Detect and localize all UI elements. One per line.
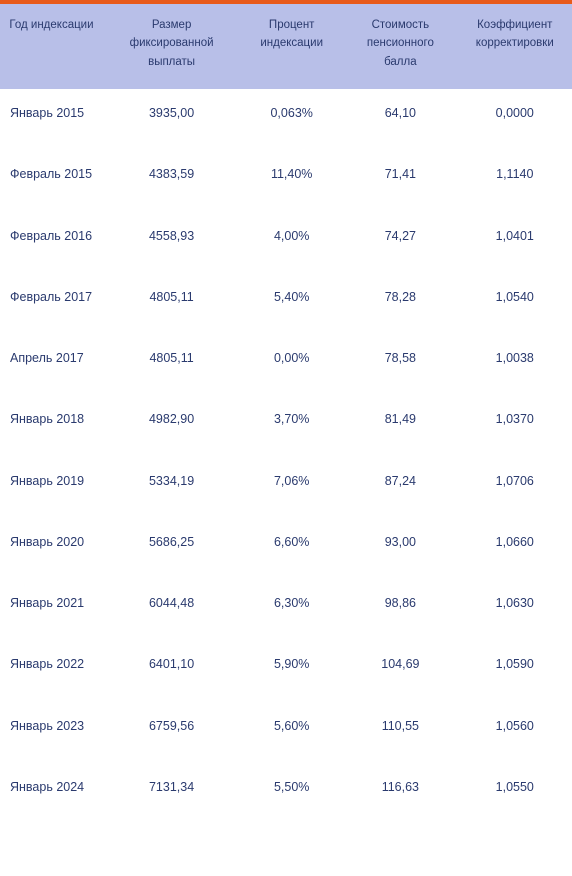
cell-pct: 5,40%: [240, 273, 343, 334]
table-header-row: Год индексации Размер фиксированной выпл…: [0, 4, 572, 89]
cell-fixed: 4805,11: [103, 273, 240, 334]
cell-fixed: 4558,93: [103, 212, 240, 273]
cell-point: 110,55: [343, 702, 457, 763]
cell-fixed: 5686,25: [103, 518, 240, 579]
cell-pct: 7,06%: [240, 457, 343, 518]
cell-period: Январь 2022: [0, 640, 103, 701]
cell-point: 81,49: [343, 395, 457, 456]
cell-period: Январь 2024: [0, 763, 103, 824]
cell-coef: 1,0370: [458, 395, 572, 456]
cell-coef: 1,0660: [458, 518, 572, 579]
cell-pct: 6,30%: [240, 579, 343, 640]
cell-period: Февраль 2015: [0, 150, 103, 211]
cell-fixed: 6044,48: [103, 579, 240, 640]
cell-pct: 4,00%: [240, 212, 343, 273]
cell-coef: 1,1140: [458, 150, 572, 211]
col-header-pct: Процент индексации: [240, 4, 343, 89]
cell-pct: 6,60%: [240, 518, 343, 579]
cell-fixed: 4982,90: [103, 395, 240, 456]
cell-coef: 1,0706: [458, 457, 572, 518]
cell-pct: 5,90%: [240, 640, 343, 701]
cell-point: 71,41: [343, 150, 457, 211]
cell-point: 87,24: [343, 457, 457, 518]
cell-coef: 1,0550: [458, 763, 572, 824]
cell-pct: 5,50%: [240, 763, 343, 824]
cell-pct: 11,40%: [240, 150, 343, 211]
indexation-table: Год индексации Размер фиксированной выпл…: [0, 4, 572, 824]
table-row: Январь 20184982,903,70%81,491,0370: [0, 395, 572, 456]
cell-point: 104,69: [343, 640, 457, 701]
col-header-coef: Коэффициент корректировки: [458, 4, 572, 89]
cell-period: Январь 2015: [0, 89, 103, 150]
cell-point: 74,27: [343, 212, 457, 273]
cell-fixed: 4805,11: [103, 334, 240, 395]
cell-coef: 0,0000: [458, 89, 572, 150]
cell-pct: 0,063%: [240, 89, 343, 150]
table-body: Январь 20153935,000,063%64,100,0000Февра…: [0, 89, 572, 824]
cell-point: 78,28: [343, 273, 457, 334]
cell-period: Февраль 2016: [0, 212, 103, 273]
cell-pct: 3,70%: [240, 395, 343, 456]
table-row: Январь 20236759,565,60%110,551,0560: [0, 702, 572, 763]
cell-period: Январь 2020: [0, 518, 103, 579]
col-header-year: Год индексации: [0, 4, 103, 89]
cell-coef: 1,0401: [458, 212, 572, 273]
cell-pct: 0,00%: [240, 334, 343, 395]
cell-point: 93,00: [343, 518, 457, 579]
cell-period: Апрель 2017: [0, 334, 103, 395]
cell-fixed: 4383,59: [103, 150, 240, 211]
cell-coef: 1,0560: [458, 702, 572, 763]
cell-point: 116,63: [343, 763, 457, 824]
cell-fixed: 5334,19: [103, 457, 240, 518]
table-row: Январь 20195334,197,06%87,241,0706: [0, 457, 572, 518]
cell-period: Январь 2018: [0, 395, 103, 456]
cell-period: Январь 2019: [0, 457, 103, 518]
col-header-fixed: Размер фиксированной выплаты: [103, 4, 240, 89]
cell-fixed: 6401,10: [103, 640, 240, 701]
table-row: Январь 20153935,000,063%64,100,0000: [0, 89, 572, 150]
cell-fixed: 7131,34: [103, 763, 240, 824]
cell-point: 64,10: [343, 89, 457, 150]
cell-pct: 5,60%: [240, 702, 343, 763]
cell-period: Январь 2023: [0, 702, 103, 763]
cell-point: 78,58: [343, 334, 457, 395]
cell-fixed: 6759,56: [103, 702, 240, 763]
table-row: Январь 20226401,105,90%104,691,0590: [0, 640, 572, 701]
table-row: Февраль 20164558,934,00%74,271,0401: [0, 212, 572, 273]
cell-fixed: 3935,00: [103, 89, 240, 150]
table-row: Январь 20205686,256,60%93,001,0660: [0, 518, 572, 579]
table-row: Февраль 20154383,5911,40%71,411,1140: [0, 150, 572, 211]
cell-period: Январь 2021: [0, 579, 103, 640]
cell-coef: 1,0630: [458, 579, 572, 640]
cell-coef: 1,0540: [458, 273, 572, 334]
table-row: Апрель 20174805,110,00%78,581,0038: [0, 334, 572, 395]
table-row: Январь 20216044,486,30%98,861,0630: [0, 579, 572, 640]
cell-coef: 1,0590: [458, 640, 572, 701]
table-row: Февраль 20174805,115,40%78,281,0540: [0, 273, 572, 334]
cell-point: 98,86: [343, 579, 457, 640]
cell-coef: 1,0038: [458, 334, 572, 395]
cell-period: Февраль 2017: [0, 273, 103, 334]
col-header-point: Стоимость пенсионного балла: [343, 4, 457, 89]
table-row: Январь 20247131,345,50%116,631,0550: [0, 763, 572, 824]
